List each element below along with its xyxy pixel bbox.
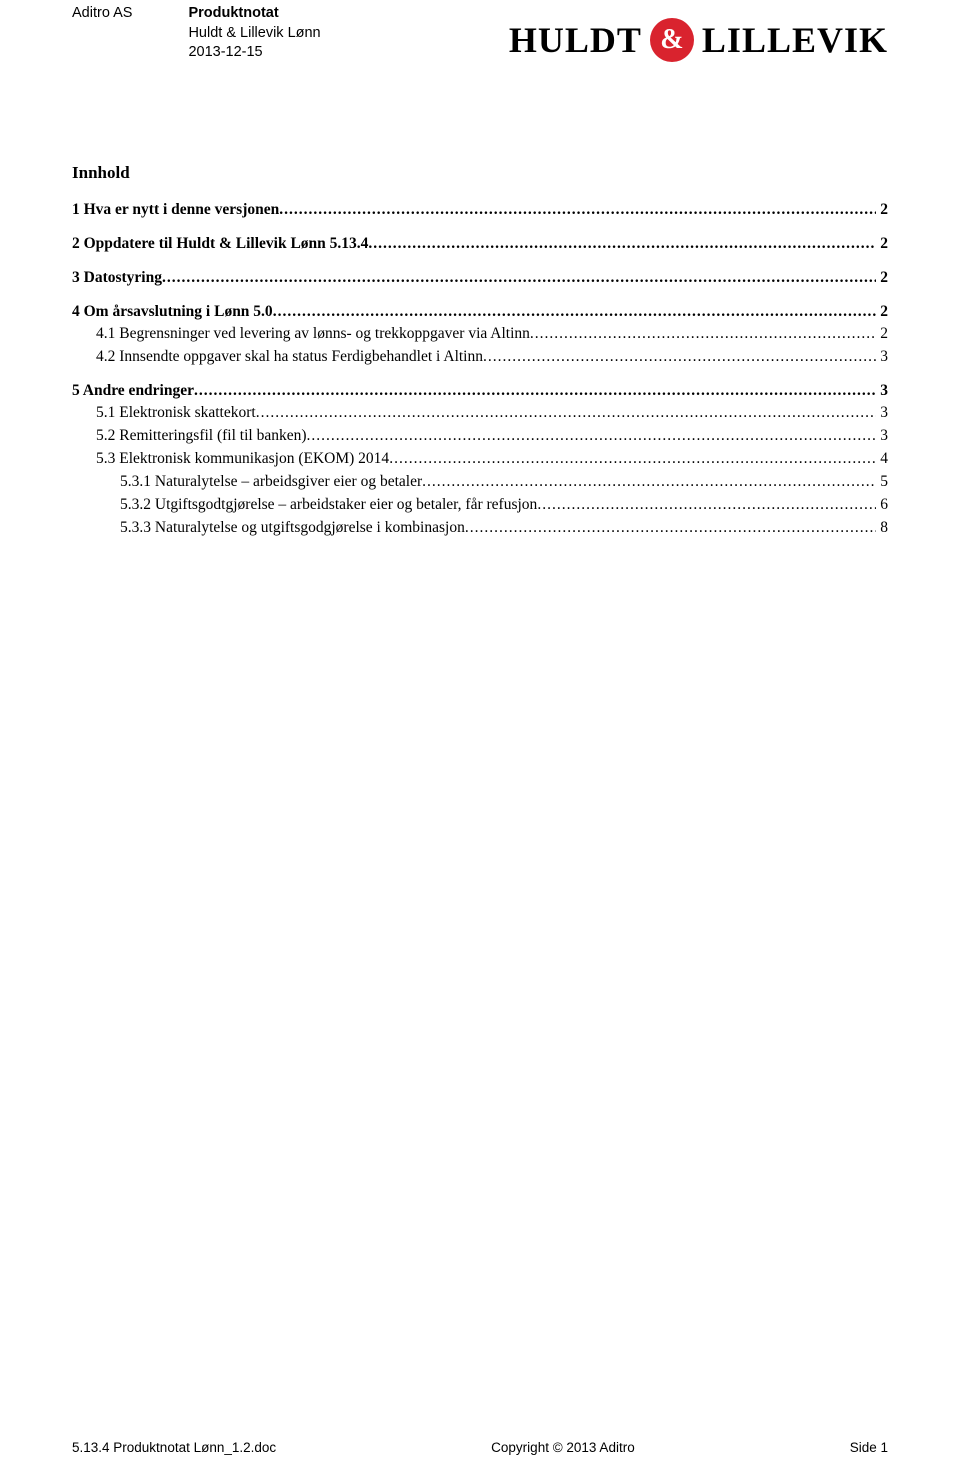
toc-entry-page: 2	[876, 303, 888, 321]
toc-leader-dots	[483, 348, 876, 366]
document-page: Aditro AS Produktnotat Huldt & Lillevik …	[0, 0, 960, 1479]
toc-leader-dots	[307, 427, 877, 445]
toc-entry-page: 2	[876, 235, 888, 253]
toc-entry-page: 8	[876, 519, 888, 537]
toc-entry[interactable]: 1 Hva er nytt i denne versjonen 2	[72, 201, 888, 219]
toc-entry-label: 3 Datostyring	[72, 269, 162, 287]
toc-entry-page: 3	[876, 382, 888, 400]
header-company-col: Aditro AS	[72, 4, 132, 63]
toc-entry-page: 3	[876, 348, 888, 366]
toc-leader-dots	[530, 325, 876, 343]
toc-entry-label: 1 Hva er nytt i denne versjonen	[72, 201, 279, 219]
toc-leader-dots	[368, 235, 876, 253]
toc-entry-page: 3	[876, 427, 888, 445]
brand-logo: HULDT & LILLEVIK	[509, 18, 888, 62]
toc-entry-label: 5.3 Elektronisk kommunikasjon (EKOM) 201…	[96, 450, 389, 468]
toc-entry-label: 5.2 Remitteringsfil (fil til banken)	[96, 427, 307, 445]
toc-entry[interactable]: 4.2 Innsendte oppgaver skal ha status Fe…	[72, 348, 888, 366]
toc-entry-label: 5.3.2 Utgiftsgodtgjørelse – arbeidstaker…	[120, 496, 537, 514]
toc-leader-dots	[537, 496, 876, 514]
page-footer: 5.13.4 Produktnotat Lønn_1.2.doc Copyrig…	[72, 1440, 888, 1455]
toc-leader-dots	[273, 303, 877, 321]
toc-leader-dots	[465, 519, 876, 537]
toc-entry[interactable]: 5.3.3 Naturalytelse og utgiftsgodgjørels…	[72, 519, 888, 537]
toc-leader-dots	[279, 201, 876, 219]
header-doc-col: Produktnotat Huldt & Lillevik Lønn 2013-…	[188, 4, 320, 63]
footer-page-number: Side 1	[850, 1440, 888, 1455]
toc-entry[interactable]: 5.3 Elektronisk kommunikasjon (EKOM) 201…	[72, 450, 888, 468]
toc-entry-label: 5.3.3 Naturalytelse og utgiftsgodgjørels…	[120, 519, 465, 537]
toc-entry[interactable]: 5.1 Elektronisk skattekort 3	[72, 404, 888, 422]
page-header: Aditro AS Produktnotat Huldt & Lillevik …	[72, 0, 888, 63]
toc-entry-page: 2	[876, 325, 888, 343]
toc-leader-dots	[256, 404, 877, 422]
company-name: Aditro AS	[72, 4, 132, 24]
toc-entry-label: 4.1 Begrensninger ved levering av lønns-…	[96, 325, 530, 343]
toc-entry[interactable]: 2 Oppdatere til Huldt & Lillevik Lønn 5.…	[72, 235, 888, 253]
toc-entry-page: 6	[876, 496, 888, 514]
document-date: 2013-12-15	[188, 43, 320, 63]
toc-entry[interactable]: 4.1 Begrensninger ved levering av lønns-…	[72, 325, 888, 343]
toc-leader-dots	[389, 450, 876, 468]
footer-filename: 5.13.4 Produktnotat Lønn_1.2.doc	[72, 1440, 276, 1455]
toc-leader-dots	[422, 473, 876, 491]
toc-entry-page: 2	[876, 201, 888, 219]
logo-word-lillevik: LILLEVIK	[702, 19, 888, 61]
toc-entry-label: 4 Om årsavslutning i Lønn 5.0	[72, 303, 273, 321]
toc-entry-label: 5.1 Elektronisk skattekort	[96, 404, 256, 422]
document-type: Produktnotat	[188, 4, 320, 24]
toc-entry[interactable]: 5 Andre endringer 3	[72, 382, 888, 400]
toc-entry-label: 5 Andre endringer	[72, 382, 194, 400]
toc-entry-label: 2 Oppdatere til Huldt & Lillevik Lønn 5.…	[72, 235, 368, 253]
toc-body: 1 Hva er nytt i denne versjonen 2 2 Oppdat…	[72, 201, 888, 537]
header-text-block: Aditro AS Produktnotat Huldt & Lillevik …	[72, 4, 321, 63]
toc-leader-dots	[162, 269, 876, 287]
logo-ampersand-icon: &	[650, 18, 694, 62]
logo-word-huldt: HULDT	[509, 19, 642, 61]
footer-copyright: Copyright © 2013 Aditro	[491, 1440, 635, 1455]
toc-entry[interactable]: 5.2 Remitteringsfil (fil til banken) 3	[72, 427, 888, 445]
toc-entry-page: 5	[876, 473, 888, 491]
toc-entry-page: 3	[876, 404, 888, 422]
toc-entry[interactable]: 4 Om årsavslutning i Lønn 5.0 2	[72, 303, 888, 321]
toc-entry-label: 4.2 Innsendte oppgaver skal ha status Fe…	[96, 348, 483, 366]
toc-entry[interactable]: 3 Datostyring 2	[72, 269, 888, 287]
toc-heading: Innhold	[72, 163, 888, 183]
table-of-contents: Innhold 1 Hva er nytt i denne versjonen 2…	[72, 163, 888, 537]
toc-entry-page: 4	[876, 450, 888, 468]
product-name: Huldt & Lillevik Lønn	[188, 24, 320, 44]
toc-entry-page: 2	[876, 269, 888, 287]
toc-entry[interactable]: 5.3.1 Naturalytelse – arbeidsgiver eier …	[72, 473, 888, 491]
toc-leader-dots	[194, 382, 876, 400]
toc-entry[interactable]: 5.3.2 Utgiftsgodtgjørelse – arbeidstaker…	[72, 496, 888, 514]
toc-entry-label: 5.3.1 Naturalytelse – arbeidsgiver eier …	[120, 473, 422, 491]
